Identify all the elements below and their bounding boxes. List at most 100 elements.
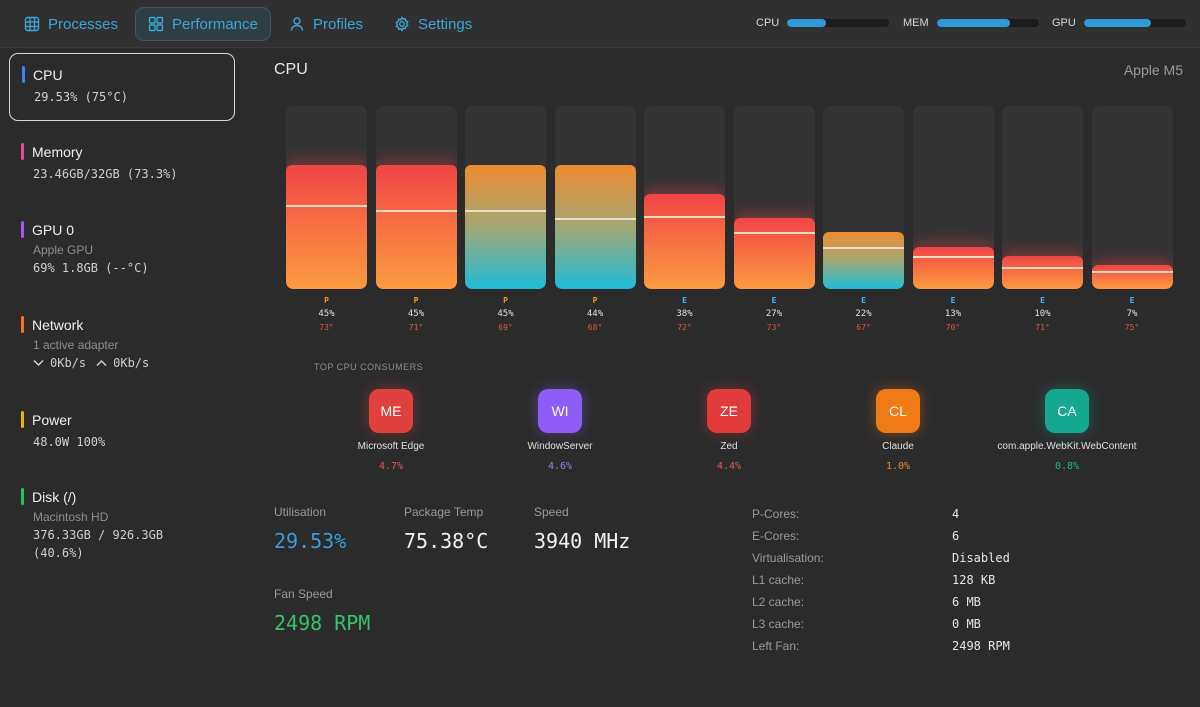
core-type-label: E (771, 296, 777, 305)
info-key: L2 cache: (752, 595, 805, 609)
color-bar (21, 316, 24, 333)
tab-label: Performance (172, 15, 258, 33)
info-value: 4 (952, 507, 960, 521)
sidebar-item-memory[interactable]: Memory 23.46GB/32GB (73.3%) (9, 131, 235, 183)
consumer-item[interactable]: CL Claude 1.0% (813, 389, 983, 472)
info-value: 2498 RPM (952, 639, 1010, 653)
core-temp-label: 70° (945, 323, 961, 332)
info-value: Disabled (952, 551, 1010, 565)
core-usage-label: 44% (586, 309, 604, 319)
sidebar-item-subtitle: Apple GPU (33, 243, 94, 257)
sidebar-item-cpu[interactable]: CPU 29.53% (75°C) (9, 53, 235, 121)
core-fill (644, 193, 725, 289)
tab-settings[interactable]: Settings (382, 7, 484, 41)
core-average-line (912, 256, 994, 259)
sidebar-item-title: Disk (/) (32, 488, 77, 505)
app-avatar: WI (538, 389, 582, 433)
sidebar-item-value: (40.6%) (33, 546, 84, 560)
core-temp-label: 67° (856, 323, 871, 332)
core-type-label: E (1040, 296, 1045, 305)
page-title: CPU (274, 61, 308, 78)
meter-track (787, 19, 890, 27)
gpu-meter: GPU (1052, 17, 1186, 29)
core-track (375, 106, 457, 289)
consumer-item[interactable]: WI WindowServer 4.6% (475, 389, 645, 472)
tab-processes[interactable]: Processes (12, 7, 130, 41)
core-temp-label: 73° (766, 323, 782, 332)
dashboard-icon (148, 16, 164, 32)
speed-label: Speed (534, 505, 569, 519)
core-usage-label: 38% (676, 309, 693, 319)
meter-label: CPU (756, 17, 780, 29)
sidebar-item-subtitle: 1 active adapter (33, 338, 119, 352)
core-type-label: E (861, 296, 866, 305)
chevron-down-icon (33, 359, 44, 367)
app-avatar: CA (1045, 389, 1089, 433)
core-type-label: P (413, 296, 419, 305)
chevron-up-icon (96, 359, 107, 367)
info-key: L3 cache: (752, 617, 805, 631)
core-temp-label: 72° (677, 323, 692, 332)
tab-performance[interactable]: Performance (135, 7, 271, 41)
consumer-item[interactable]: CA com.apple.WebKit.WebContent 0.8% (982, 389, 1152, 472)
core-fill (375, 164, 457, 289)
sidebar-item-value: 29.53% (75°C) (34, 90, 128, 104)
package-temp-value: 75.38°C (404, 529, 489, 553)
color-bar (21, 411, 24, 428)
sidebar-item-value: 69% 1.8GB (--°C) (33, 261, 149, 275)
sidebar-item-disk[interactable]: Disk (/) Macintosh HD 376.33GB / 926.3GB… (9, 476, 235, 562)
sidebar-item-power[interactable]: Power 48.0W 100% (9, 399, 235, 451)
app-name: WindowServer (527, 441, 593, 452)
info-key: E-Cores: (752, 529, 800, 543)
top-bar: Processes Performance Profiles Settings … (0, 0, 1200, 48)
core-fill (1002, 256, 1083, 289)
core-track (912, 106, 994, 289)
consumer-item[interactable]: ME Microsoft Edge 4.7% (306, 389, 476, 472)
app-cpu-percent: 4.7% (378, 461, 404, 472)
core-average-line (1091, 270, 1173, 273)
sidebar-item-value: 23.46GB/32GB (73.3%) (33, 167, 178, 181)
tab-label: Processes (48, 15, 119, 33)
package-temp-label: Package Temp (404, 505, 484, 519)
consumer-item[interactable]: ZE Zed 4.4% (644, 389, 814, 472)
core-fill (912, 246, 994, 289)
core-type-label: P (324, 296, 329, 305)
app-cpu-percent: 1.0% (885, 461, 911, 472)
app-avatar: ME (369, 389, 413, 433)
core-average-line (554, 217, 636, 220)
meter-fill (1083, 19, 1152, 27)
sidebar-item-subtitle: Macintosh HD (33, 510, 109, 524)
meter-fill (787, 19, 826, 27)
core-type-label: P (592, 296, 598, 305)
gear-icon (395, 16, 409, 32)
core-average-line (644, 215, 725, 218)
core-temp-label: 71° (1035, 323, 1050, 332)
color-bar (21, 221, 24, 238)
app-name: Zed (720, 441, 738, 452)
user-icon (290, 17, 304, 31)
core-track (644, 106, 725, 289)
grid-icon (24, 16, 40, 32)
app-cpu-percent: 4.6% (547, 461, 573, 472)
info-key: L1 cache: (752, 573, 805, 587)
tab-label: Settings (418, 15, 473, 33)
core-usage-label: 45% (497, 309, 514, 319)
color-bar (21, 143, 24, 160)
core-average-line (375, 210, 457, 213)
core-track (733, 106, 815, 289)
sidebar-item-title: CPU (33, 66, 63, 83)
meter-track (936, 19, 1039, 27)
core-temp-label: 75° (1124, 323, 1140, 332)
core-average-line (823, 246, 904, 249)
core-track (465, 106, 546, 289)
tab-profiles[interactable]: Profiles (277, 7, 375, 41)
color-bar (22, 66, 25, 83)
meter-label: GPU (1052, 17, 1076, 29)
sidebar-item-network[interactable]: Network 1 active adapter 0Kb/s 0Kb/s (9, 304, 235, 372)
sidebar: CPU 29.53% (75°C) Memory 23.46GB/32GB (7… (0, 49, 246, 707)
sidebar-item-gpu[interactable]: GPU 0 Apple GPU 69% 1.8GB (--°C) (9, 209, 235, 277)
core-fill (1091, 265, 1173, 289)
core-track (1002, 106, 1083, 289)
sidebar-item-value: 48.0W 100% (33, 435, 106, 449)
core-track (554, 106, 636, 289)
